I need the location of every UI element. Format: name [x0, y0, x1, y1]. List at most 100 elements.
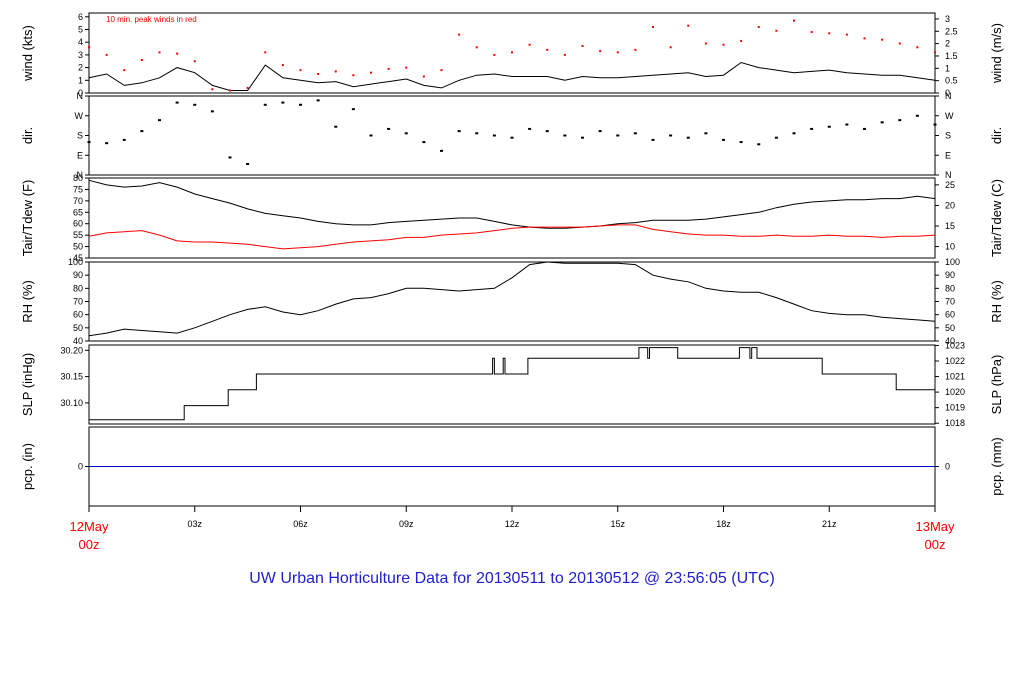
wind-ytick-label: 5 — [78, 25, 83, 35]
wind-peak-point — [370, 71, 372, 74]
rh-y2tick-label: 60 — [945, 310, 955, 320]
wind-peak-point — [246, 86, 249, 89]
wind-peak-point — [176, 52, 179, 55]
wind-peak-point — [158, 51, 161, 54]
precipitation-panel: 0 0 pcp. (in) pcp. (mm) — [20, 426, 1004, 507]
wind-peak-point — [123, 69, 126, 72]
wind-ytick-label: 6 — [78, 12, 83, 22]
dir-point — [158, 119, 161, 122]
dir-point — [193, 103, 197, 106]
wind-peak-point — [528, 43, 531, 46]
temperature-y2tick-label: 20 — [945, 200, 955, 210]
dir-y2tick-label: S — [945, 131, 951, 141]
pressure-y2tick-label: 1021 — [945, 372, 965, 382]
dir-point — [598, 130, 602, 133]
rh-y2tick-label: 50 — [945, 323, 955, 333]
wind-peak-point — [652, 25, 654, 28]
pressure-y2tick-label: 1020 — [945, 387, 965, 397]
wind-ylabel: wind (kts) — [20, 25, 35, 82]
wind-peak-point — [229, 89, 231, 92]
wind-y2tick-label: 1 — [945, 63, 950, 73]
rh-panel: 40 50 60 70 80 90 100 40 50 60 70 80 90 100 RH (%) RH (… — [20, 257, 1004, 346]
wind-peak-point — [88, 46, 90, 49]
precipitation-ylabel: pcp. (in) — [20, 443, 35, 490]
wind-peak-point — [793, 19, 795, 22]
dir-point — [228, 156, 232, 159]
dir-point — [563, 134, 567, 137]
dir-point — [933, 123, 937, 126]
wind-peak-point — [475, 46, 478, 49]
x-tick-label: 09z — [399, 519, 414, 529]
rh-ytick-label: 80 — [73, 283, 83, 293]
dir-point — [792, 132, 796, 135]
temperature-frame — [88, 177, 936, 259]
dir-ytick-label: W — [75, 111, 84, 121]
dir-point — [140, 130, 144, 133]
x-tick-label: 15z — [610, 519, 625, 529]
wind-series-line — [88, 61, 936, 91]
rh-ytick-label: 50 — [73, 323, 83, 333]
pressure-ytick-label: 30.10 — [60, 398, 83, 408]
rh-frame — [88, 261, 936, 342]
temperature-ytick-label: 45 — [73, 253, 83, 263]
dir-point — [528, 127, 532, 130]
dir-point — [545, 130, 549, 133]
x-end-date: 13May — [915, 519, 955, 534]
dir-point — [457, 130, 461, 133]
dir-point — [475, 132, 479, 135]
chart-title: UW Urban Horticulture Data for 20130511 … — [249, 570, 775, 587]
dir-point — [616, 134, 620, 137]
wind-peak-point — [757, 25, 760, 28]
wind-panel: 0 1 2 3 4 5 6 0 0.5 1 1.5 2 2.5 3 wind (kts) wind (m/s)… — [20, 12, 1004, 98]
temperature-ytick-label: 75 — [73, 184, 83, 194]
wind-ytick-label: 1 — [78, 75, 83, 85]
dir-point — [210, 110, 214, 113]
dir-y2tick-label: E — [945, 150, 951, 160]
dir-y2label: dir. — [989, 127, 1004, 144]
wind-peak-point — [704, 42, 707, 45]
x-tick-label: 03z — [187, 519, 202, 529]
temperature-ytick-label: 65 — [73, 207, 83, 217]
temperature-y2tick-label: 25 — [945, 180, 955, 190]
dir-point — [369, 134, 373, 137]
wind-peak-point — [810, 31, 813, 34]
dir-ylabel: dir. — [20, 127, 35, 144]
temperature-ylabel: Tair/Tdew (F) — [20, 180, 35, 257]
wind-ytick-label: 0 — [78, 88, 83, 98]
wind-peak-point — [616, 51, 619, 54]
pressure-y2tick-label: 1023 — [945, 340, 965, 350]
dir-point — [757, 143, 761, 146]
dir-point — [122, 138, 126, 141]
dir-ytick-label: N — [77, 170, 84, 180]
wind-peak-point — [828, 32, 831, 35]
dir-point — [246, 163, 250, 166]
temperature-ytick-label: 80 — [73, 173, 83, 183]
temperature-y2tick-label: 10 — [945, 242, 955, 252]
rh-y2label: RH (%) — [989, 280, 1004, 323]
temperature-ytick-label: 55 — [73, 230, 83, 240]
wind-peak-point — [511, 51, 513, 54]
wind-ytick-label: 2 — [78, 63, 83, 73]
dir-point — [651, 138, 655, 141]
temperature-ytick-label: 50 — [73, 242, 83, 252]
pressure-y2label: SLP (hPa) — [989, 355, 1004, 415]
dir-point — [898, 119, 902, 122]
temperature-ytick-label: 70 — [73, 196, 83, 206]
dir-point — [351, 108, 355, 111]
wind-peak-point — [317, 72, 320, 75]
pressure-ytick-label: 30.20 — [60, 345, 83, 355]
dir-point — [175, 101, 179, 104]
wind-peak-point — [105, 53, 108, 56]
dir-point — [633, 132, 637, 135]
dir-point — [686, 136, 690, 139]
wind-peak-point — [898, 42, 901, 45]
wind-y2tick-label: 0 — [945, 88, 950, 98]
wind-y2tick-label: 0.5 — [945, 76, 958, 86]
x-start-time: 00z — [79, 537, 100, 552]
dir-point — [263, 103, 267, 106]
dir-point — [87, 141, 91, 144]
wind-peak-point — [669, 46, 672, 49]
